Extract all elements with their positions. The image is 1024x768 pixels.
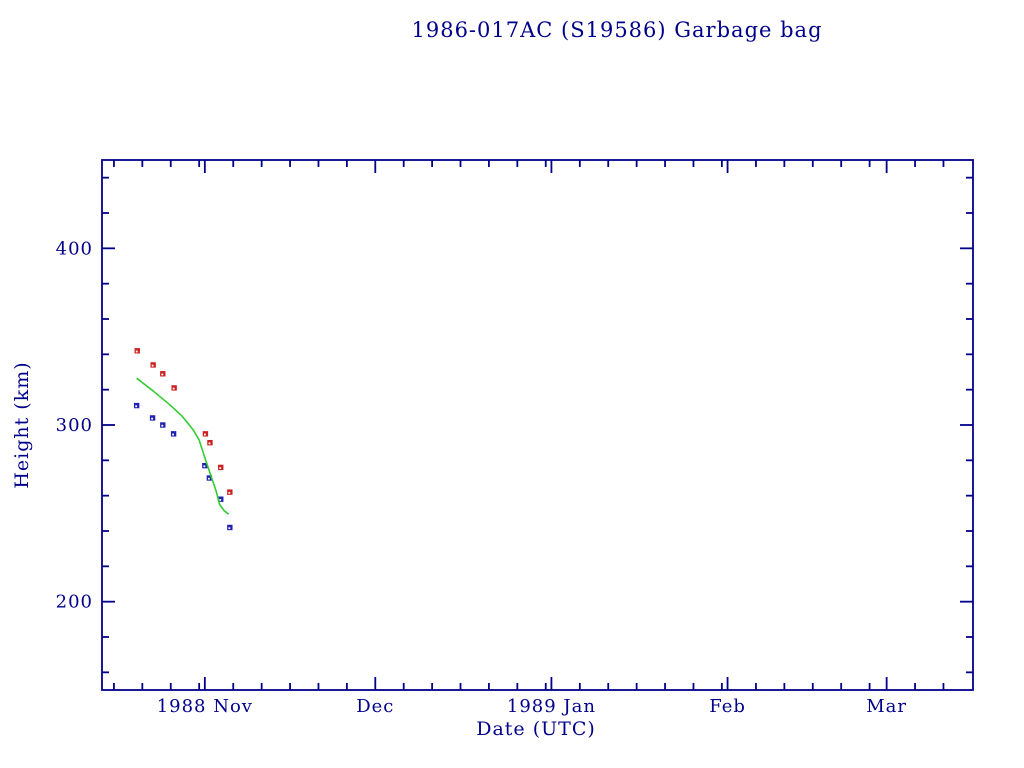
green-line (136, 377, 230, 515)
y-tick-label: 400 (56, 238, 93, 259)
red-squares-point-dot (135, 350, 138, 353)
red-squares-point-dot (161, 373, 164, 376)
blue-squares-point-dot (135, 405, 138, 408)
red-squares-point-dot (204, 433, 206, 436)
blue-squares-point-dot (161, 424, 164, 427)
x-tick-label: 1989 Jan (507, 696, 596, 717)
x-tick-label: 1988 Nov (157, 696, 253, 717)
blue-squares-point-dot (172, 433, 174, 436)
x-tick-label: Mar (866, 696, 907, 717)
chart-title: 1986-017AC (S19586) Garbage bag (411, 18, 823, 42)
blue-squares-point-dot (207, 477, 210, 480)
red-squares-point-dot (172, 387, 175, 390)
blue-squares-point-dot (203, 465, 206, 468)
red-squares-point-dot (208, 442, 211, 445)
red-squares-point-dot (219, 467, 222, 469)
blue-squares-point-dot (219, 499, 222, 501)
plot-frame (101, 159, 974, 691)
blue-squares-point-dot (228, 527, 231, 530)
y-tick-label: 200 (56, 592, 93, 613)
red-squares-point-dot (228, 491, 231, 494)
y-tick-label: 300 (56, 415, 93, 436)
x-axis-title: Date (UTC) (476, 718, 596, 740)
red-squares-point-dot (151, 364, 154, 367)
x-tick-label: Feb (709, 696, 746, 717)
blue-squares-point-dot (151, 417, 153, 420)
x-tick-label: Dec (356, 696, 394, 717)
